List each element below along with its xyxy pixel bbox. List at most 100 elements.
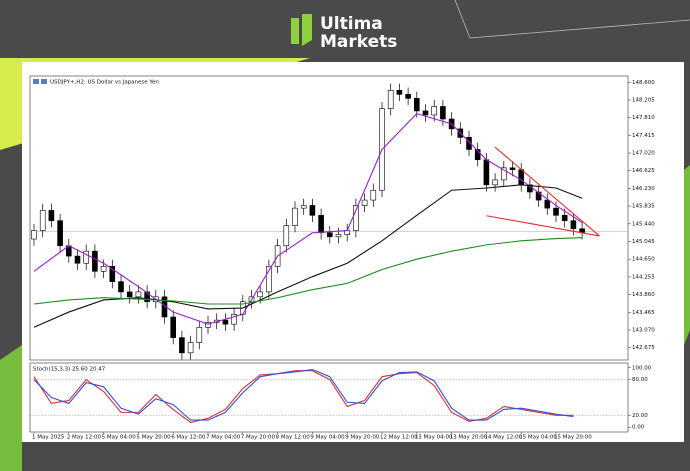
candle-body — [405, 94, 411, 99]
x-tick-label: 2 May 12:00 — [67, 435, 102, 441]
candle-body — [300, 205, 307, 209]
candle-body — [361, 199, 368, 206]
x-tick-label: 15 May 04:00 — [519, 435, 557, 441]
candle-body — [144, 291, 150, 303]
candle-body — [387, 90, 394, 110]
x-tick-label: 7 May 20:00 — [241, 435, 276, 441]
brand-text: Markets — [320, 32, 397, 52]
series-line — [486, 215, 600, 237]
x-tick-label: 7 May 04:00 — [206, 435, 241, 441]
y-tick-label: 147.415 — [632, 133, 655, 139]
logo-icon — [291, 18, 299, 44]
y-tick-label: 146.625 — [632, 168, 655, 174]
icon — [33, 79, 39, 84]
bg-stripe — [684, 165, 690, 345]
candle-body — [57, 220, 63, 247]
y-tick-label: 148.600 — [632, 80, 655, 86]
candle-body — [396, 90, 403, 95]
candle-body — [553, 207, 559, 216]
icon — [41, 79, 47, 84]
y-tick-label: 148.205 — [632, 97, 655, 103]
candle-body — [74, 255, 81, 264]
candle-body — [509, 167, 516, 170]
candle-body — [231, 314, 237, 325]
candle-body — [187, 342, 194, 354]
candle-body — [370, 189, 377, 201]
candle-body — [283, 225, 290, 247]
candle-body — [500, 167, 507, 181]
deco-line — [454, 0, 690, 39]
brand-text: Ultima — [320, 14, 383, 34]
chart-window — [22, 62, 684, 442]
y-tick-label: 143.465 — [632, 310, 655, 316]
y-tick-label: 20.00 — [632, 413, 648, 419]
candle-body — [440, 106, 446, 120]
x-tick-label: 13 May 20:00 — [450, 435, 488, 441]
candle-body — [118, 281, 124, 293]
series-line — [33, 368, 574, 421]
candle-body — [326, 232, 333, 238]
logo-icon — [302, 14, 312, 46]
y-tick-label: 143.070 — [632, 327, 655, 333]
y-tick-label: 142.675 — [632, 345, 655, 351]
x-tick-label: 12 May 12:00 — [380, 435, 418, 441]
candle-body — [466, 137, 472, 150]
candle-body — [474, 149, 481, 161]
y-tick-label: 145.835 — [632, 204, 655, 210]
candle-body — [518, 169, 525, 186]
candle-body — [179, 337, 185, 354]
candle-body — [222, 319, 229, 325]
x-tick-label: 13 May 04:00 — [415, 435, 453, 441]
candle-body — [126, 291, 133, 298]
bg-stripe — [0, 345, 22, 471]
candle-body — [561, 215, 568, 221]
candle-body — [318, 215, 324, 234]
y-tick-label: 80.00 — [632, 377, 648, 383]
x-tick-label: 9 May 04:00 — [310, 435, 345, 441]
x-tick-label: 9 May 20:00 — [345, 435, 380, 441]
x-tick-label: 6 May 12:00 — [171, 435, 206, 441]
indicator-title: Stoch(15,3,3) 25.60 20.47 — [33, 367, 106, 373]
price-panel — [29, 75, 629, 361]
x-tick-label: 5 May 20:00 — [136, 435, 171, 441]
stoch-panel — [29, 362, 629, 433]
x-tick-label: 5 May 04:00 — [102, 435, 137, 441]
candle-body — [266, 266, 272, 293]
candle-body — [39, 210, 46, 231]
candle-body — [335, 234, 342, 238]
candle-body — [196, 326, 203, 343]
candle-body — [31, 230, 37, 240]
candle-body — [309, 205, 316, 216]
candle-body — [135, 291, 142, 298]
candle-body — [48, 210, 55, 221]
y-tick-label: 0.00 — [632, 425, 645, 431]
x-tick-label: 8 May 12:00 — [276, 435, 311, 441]
candle-body — [353, 205, 359, 231]
y-tick-label: 145.440 — [632, 221, 655, 227]
logo: Ultima Markets — [291, 14, 397, 52]
candle-body — [570, 220, 577, 230]
y-tick-label: 146.230 — [632, 186, 655, 192]
y-tick-label: 144.650 — [632, 257, 655, 263]
candle-body — [492, 179, 498, 186]
x-tick-label: 14 May 12:00 — [484, 435, 522, 441]
candle-body — [100, 266, 107, 272]
y-tick-label: 143.860 — [632, 292, 655, 298]
x-tick-label: 1 May 2025 — [32, 435, 65, 441]
y-tick-label: 100.00 — [632, 365, 652, 371]
candle-body — [170, 316, 176, 338]
candle-body — [431, 106, 438, 116]
y-tick-label: 145.045 — [632, 239, 655, 245]
candle-body — [83, 250, 89, 264]
series-line — [33, 113, 583, 325]
candle-body — [109, 266, 116, 282]
series-line — [33, 237, 583, 305]
x-tick-label: 15 May 20:00 — [554, 435, 592, 441]
y-tick-label: 147.810 — [632, 115, 655, 121]
y-tick-label: 144.255 — [632, 274, 655, 280]
candle-body — [544, 199, 551, 209]
y-tick-label: 147.020 — [632, 151, 655, 157]
candle-body — [257, 291, 264, 298]
